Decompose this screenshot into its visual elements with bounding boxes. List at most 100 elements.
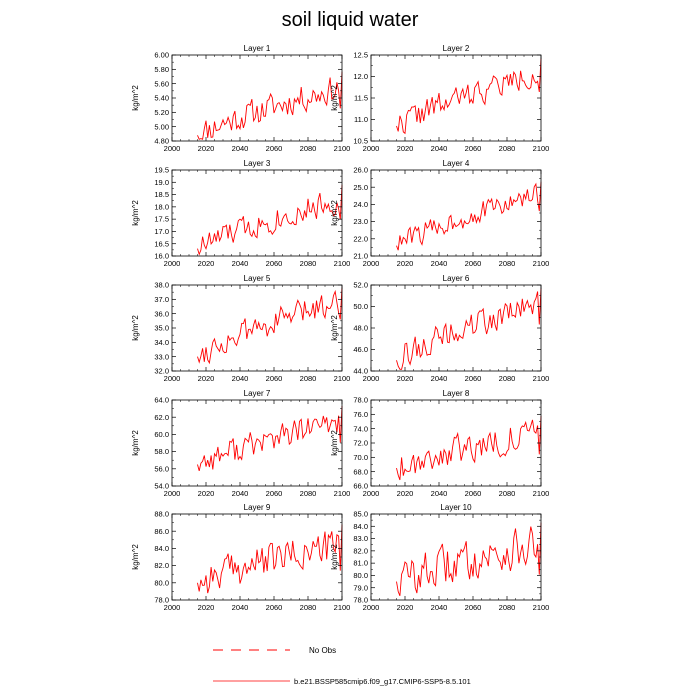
x-tick-label: 2020 [198,144,215,153]
y-tick-label: 12.5 [353,51,368,60]
x-tick-label: 2020 [397,144,414,153]
legend: No Obs b.e21.BSSP585cmip6.f09_g17.CMIP6-S… [213,646,471,686]
y-tick-label: 21.0 [353,252,368,261]
y-tick-label: 82.0 [353,546,368,555]
y-tick-label: 19.0 [154,178,169,187]
y-tick-label: 25.0 [353,183,368,192]
plot-frame [370,513,542,601]
x-tick-label: 2060 [266,144,283,153]
y-tick-label: 76.0 [353,410,368,419]
y-tick-label: 46.0 [353,345,368,354]
x-tick-label: 2100 [334,603,351,612]
y-tick-label: 79.0 [353,583,368,592]
y-tick-label: 66.0 [353,482,368,491]
y-tick-label: 60.0 [154,430,169,439]
legend-model-label: b.e21.BSSP585cmip6.f09_g17.CMIP6-SSP5-8.… [294,677,471,686]
y-tick-label: 6.00 [154,51,169,60]
x-tick-label: 2080 [499,489,516,498]
y-tick-label: 5.60 [154,79,169,88]
chart-panel-5: Layer 5 kg/m^2 2000 2020 2040 2060 2080 2100 32.… [131,274,350,383]
chart-panel-7: Layer 7 kg/m^2 2000 2020 2040 2060 2080 2100 54.… [131,389,350,498]
x-tick-label: 2100 [533,144,550,153]
panel-title: Layer 9 [244,503,271,512]
y-tick-label: 81.0 [353,559,368,568]
x-tick-label: 2040 [431,259,448,268]
y-tick-label: 5.20 [154,108,169,117]
y-tick-label: 10.5 [353,137,368,146]
y-tick-label: 78.0 [353,596,368,605]
x-tick-label: 2060 [465,374,482,383]
x-tick-label: 2040 [431,374,448,383]
x-tick-label: 2020 [397,374,414,383]
y-tick-label: 38.0 [154,281,169,290]
x-tick-label: 2040 [232,144,249,153]
y-axis-label: kg/m^2 [330,544,339,570]
x-tick-label: 2060 [266,489,283,498]
x-tick-label: 2100 [334,144,351,153]
y-tick-label: 80.0 [154,578,169,587]
y-tick-label: 11.0 [354,115,368,124]
y-tick-label: 83.0 [353,534,368,543]
x-tick-label: 2020 [397,603,414,612]
plot-frame [370,54,542,142]
y-tick-label: 82.0 [154,561,169,570]
y-tick-label: 16.5 [154,239,169,248]
x-tick-label: 2100 [533,374,550,383]
y-axis-label: kg/m^2 [131,544,140,570]
y-axis-label: kg/m^2 [330,430,339,456]
x-tick-label: 2040 [232,259,249,268]
series-line [197,286,343,365]
x-tick-label: 2060 [465,603,482,612]
y-tick-label: 37.0 [154,295,169,304]
y-tick-label: 84.0 [154,544,169,553]
y-tick-label: 70.0 [353,453,368,462]
y-axis-label: kg/m^2 [131,315,140,341]
x-tick-label: 2100 [334,259,351,268]
y-tick-label: 12.0 [353,72,368,81]
x-tick-label: 2020 [198,603,215,612]
y-tick-label: 35.0 [154,324,169,333]
y-tick-label: 54.0 [154,482,169,491]
y-tick-label: 48.0 [353,324,368,333]
y-tick-label: 22.0 [353,234,368,243]
y-tick-label: 78.0 [353,396,368,405]
x-tick-label: 2060 [465,489,482,498]
y-tick-label: 88.0 [154,510,169,519]
panel-title: Layer 7 [244,389,271,398]
plot-frame [171,513,343,601]
x-tick-label: 2040 [431,489,448,498]
panel-title: Layer 10 [440,503,472,512]
y-tick-label: 36.0 [154,309,169,318]
x-tick-label: 2100 [533,603,550,612]
x-tick-label: 2080 [300,144,317,153]
y-tick-label: 24.0 [353,200,368,209]
series-line [396,522,542,597]
x-tick-label: 2000 [164,144,181,153]
series-line [197,405,343,472]
y-tick-label: 72.0 [353,439,368,448]
x-tick-label: 2040 [431,144,448,153]
x-tick-label: 2080 [499,603,516,612]
y-tick-label: 34.0 [154,338,169,347]
chart-panel-9: Layer 9 kg/m^2 2000 2020 2040 2060 2080 2100 78.… [131,503,350,612]
panel-title: Layer 1 [244,44,271,53]
x-tick-label: 2000 [363,603,380,612]
page-title: soil liquid water [281,9,419,31]
x-tick-label: 2100 [533,489,550,498]
x-tick-label: 2000 [363,374,380,383]
y-axis-label: kg/m^2 [330,85,339,111]
x-tick-label: 2080 [499,374,516,383]
plot-frame [171,169,343,257]
x-tick-label: 2020 [397,489,414,498]
y-tick-label: 56.0 [154,464,169,473]
x-tick-label: 2060 [266,374,283,383]
series-line [197,524,343,594]
y-tick-label: 17.5 [154,215,169,224]
x-tick-label: 2060 [266,259,283,268]
y-tick-label: 62.0 [154,413,169,422]
x-tick-label: 2080 [499,259,516,268]
panel-title: Layer 5 [244,274,271,283]
x-tick-label: 2100 [334,374,351,383]
